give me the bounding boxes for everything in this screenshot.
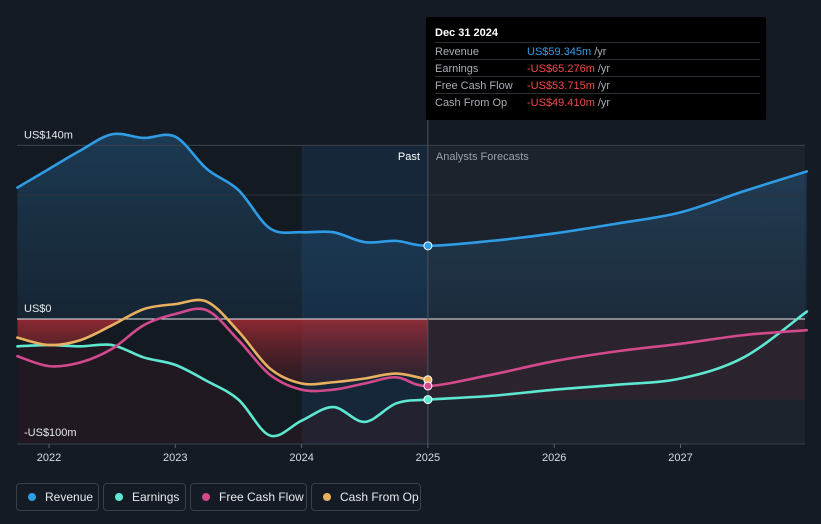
- legend-item-cash-from-op[interactable]: Cash From Op: [311, 483, 421, 511]
- tooltip-label: Free Cash Flow: [435, 80, 513, 92]
- revenue-area: [17, 133, 807, 319]
- earnings-marker: [423, 395, 433, 405]
- tooltip-unit: /yr: [597, 97, 611, 109]
- free-cash-flow-marker: [423, 381, 433, 391]
- tooltip-row-cash-from-op: Cash From Op -US$49.410m/yr: [435, 93, 760, 111]
- tooltip-value: -US$49.410m: [527, 97, 595, 109]
- y-axis-label: US$140m: [24, 129, 73, 141]
- tooltip-row-earnings: Earnings -US$65.276m/yr: [435, 59, 760, 77]
- past-label: Past: [398, 151, 420, 163]
- y-axis-label: US$0: [24, 303, 52, 315]
- tooltip-value: -US$53.715m: [527, 80, 595, 92]
- negative-area-lower: [17, 344, 428, 443]
- legend-item-free-cash-flow[interactable]: Free Cash Flow: [190, 483, 307, 511]
- x-axis-label: 2027: [668, 452, 692, 464]
- forecast-label: Analysts Forecasts: [436, 151, 529, 163]
- earnings-dot-icon: [115, 493, 123, 501]
- revenue-marker: [423, 241, 433, 251]
- x-axis-label: 2022: [37, 452, 61, 464]
- legend-label: Free Cash Flow: [219, 490, 304, 504]
- free-cash-flow-dot-icon: [202, 493, 210, 501]
- tooltip-row-revenue: Revenue US$59.345m/yr: [435, 42, 760, 60]
- free-cash-flow-line: [16, 307, 809, 393]
- tooltip: Dec 31 2024 Revenue US$59.345m/yr Earnin…: [426, 17, 766, 120]
- tooltip-unit: /yr: [597, 80, 611, 92]
- legend-label: Revenue: [45, 490, 94, 504]
- tooltip-unit: /yr: [594, 46, 607, 58]
- x-axis-label: 2026: [542, 452, 566, 464]
- cash-from-op-dot-icon: [323, 493, 331, 501]
- tooltip-label: Earnings: [435, 63, 479, 75]
- negative-area: [17, 319, 428, 385]
- legend-label: Earnings: [132, 490, 180, 504]
- tooltip-date: Dec 31 2024: [435, 27, 498, 39]
- x-axis-label: 2024: [289, 452, 313, 464]
- legend-item-earnings[interactable]: Earnings: [103, 483, 186, 511]
- tooltip-value: US$59.345m: [527, 46, 592, 58]
- cash-from-op-line: [16, 298, 430, 386]
- tooltip-label: Revenue: [435, 46, 480, 58]
- tooltip-row-free-cash-flow: Free Cash Flow -US$53.715m/yr: [435, 76, 760, 94]
- x-axis-label: 2023: [163, 452, 187, 464]
- legend-label: Cash From Op: [340, 490, 419, 504]
- tooltip-value: -US$65.276m: [527, 63, 595, 75]
- tooltip-unit: /yr: [597, 63, 611, 75]
- revenue-line: [16, 132, 809, 248]
- forecast-negative-band: [427, 319, 805, 400]
- x-axis-label: 2025: [416, 452, 440, 464]
- tooltip-label: Cash From Op: [435, 97, 508, 109]
- legend-item-revenue[interactable]: Revenue: [16, 483, 99, 511]
- revenue-dot-icon: [28, 493, 36, 501]
- y-axis-label: -US$100m: [24, 427, 77, 439]
